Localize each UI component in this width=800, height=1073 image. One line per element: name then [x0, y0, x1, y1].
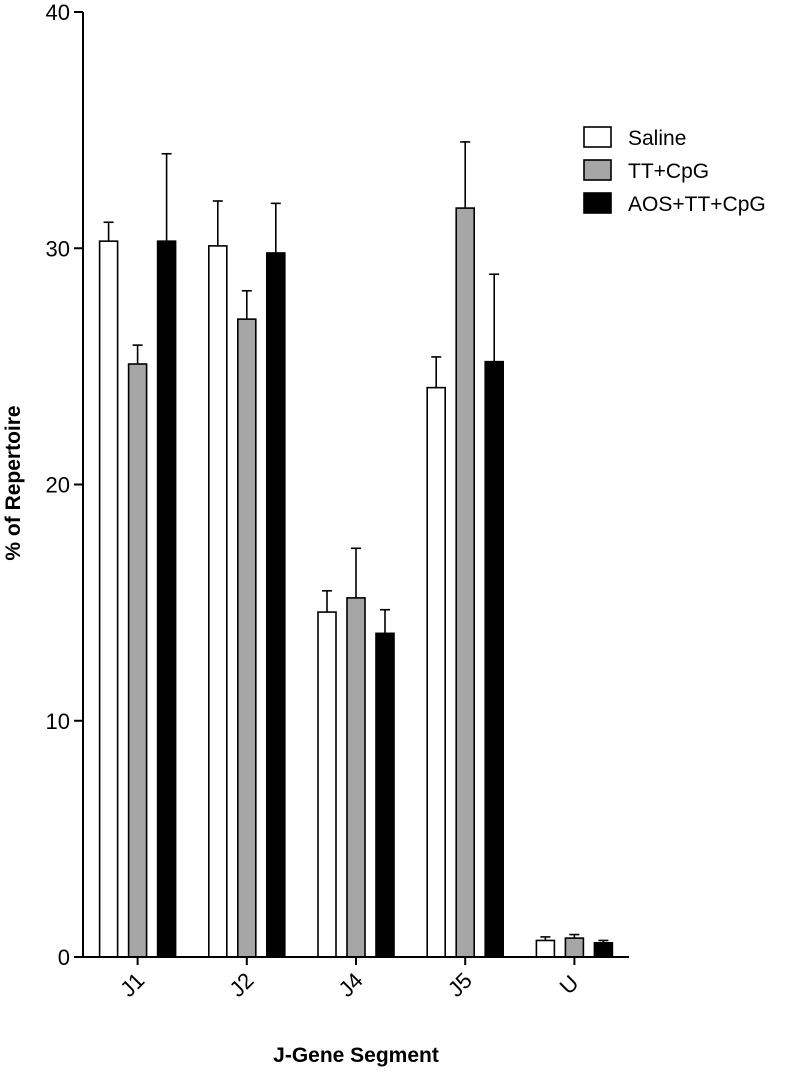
bar: [127, 363, 148, 958]
bar: [346, 597, 366, 958]
legend-swatch: [583, 159, 612, 181]
bar: [484, 360, 505, 958]
bar: [375, 632, 395, 958]
y-tick-label: 40: [46, 0, 70, 25]
bars-group: [98, 207, 614, 958]
y-tick-label: 0: [58, 945, 70, 970]
bar: [317, 611, 337, 958]
bar: [593, 942, 614, 958]
x-tick-label: J4: [334, 968, 368, 1002]
bar: [535, 939, 556, 958]
legend-swatch: [583, 126, 612, 148]
y-axis: 0 10 20 30 40: [46, 0, 84, 970]
bar: [426, 386, 447, 958]
y-tick-label: 20: [46, 473, 70, 498]
bar: [156, 240, 177, 958]
legend-swatch: [583, 192, 612, 214]
bar: [265, 252, 286, 958]
x-tick-label: J1: [115, 968, 149, 1002]
y-axis-title: % of Repertoire: [2, 405, 25, 560]
bar: [455, 207, 476, 958]
x-tick-label: U: [555, 970, 584, 999]
legend: Saline TT+CpG AOS+TT+CpG: [583, 126, 766, 216]
y-tick-label: 30: [46, 236, 70, 261]
x-tick-label: J5: [443, 968, 477, 1002]
bar: [208, 245, 228, 958]
error-bars-group: [103, 141, 609, 943]
y-tick-label: 10: [46, 709, 70, 734]
legend-label: AOS+TT+CpG: [628, 193, 766, 216]
legend-label: Saline: [628, 127, 686, 150]
x-axis: J1 J2 J4 J5 U: [83, 956, 629, 1002]
bar: [237, 318, 257, 958]
bar: [564, 937, 585, 958]
bar: [98, 240, 119, 958]
x-axis-title: J-Gene Segment: [273, 1044, 439, 1067]
x-tick-label: J2: [224, 968, 258, 1002]
legend-label: TT+CpG: [628, 160, 709, 183]
